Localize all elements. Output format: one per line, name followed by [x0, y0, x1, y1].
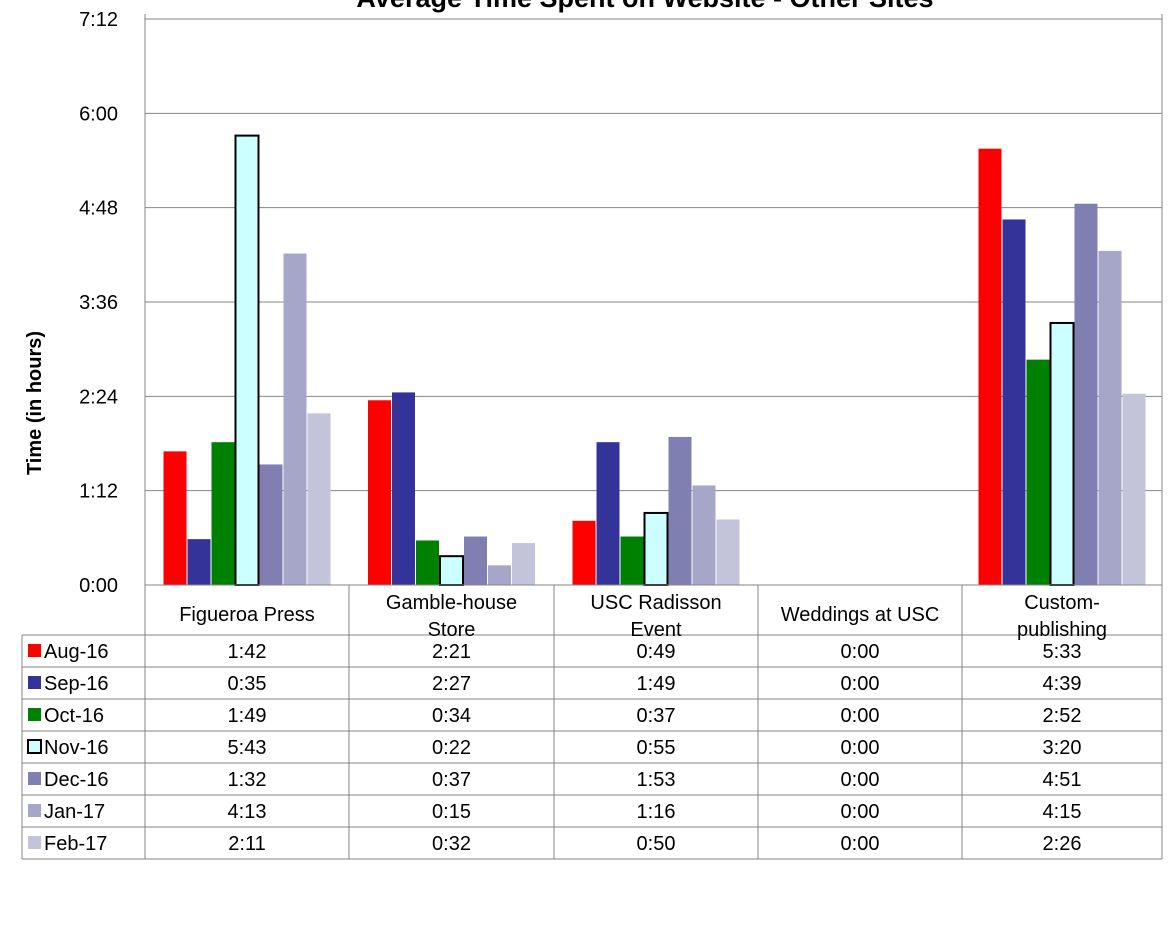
table-cell: 1:49: [637, 673, 676, 695]
bar: [620, 536, 644, 585]
table-cell: 0:00: [841, 833, 880, 855]
legend-key: [28, 644, 41, 657]
category-label: Event: [630, 619, 682, 641]
table-cell: 1:53: [637, 769, 676, 791]
legend-label: Aug-16: [44, 641, 109, 663]
table-cell: 4:51: [1043, 769, 1082, 791]
table-cell: 0:55: [637, 737, 676, 759]
table-cell: 0:49: [637, 641, 676, 663]
table-cell: 0:34: [432, 705, 471, 727]
category-label: Gamble-house: [386, 592, 517, 614]
y-tick-label: 6:00: [79, 103, 118, 125]
table-cell: 1:32: [228, 769, 267, 791]
legend-key: [27, 739, 42, 754]
table-cell: 3:20: [1043, 737, 1082, 759]
bar: [1098, 250, 1122, 585]
table-cell: 4:13: [228, 801, 267, 823]
y-tick-label: 7:12: [79, 9, 118, 31]
y-tick-label: 3:36: [79, 292, 118, 314]
legend-label: Nov-16: [44, 737, 108, 759]
table-cell: 4:39: [1043, 673, 1082, 695]
bar: [392, 392, 415, 585]
category-label: USC Radisson: [590, 592, 721, 614]
category-label: Custom-: [1024, 592, 1100, 614]
bar: [512, 543, 535, 585]
legend-key: [28, 772, 41, 785]
table-cell: 0:15: [432, 801, 471, 823]
table-cell: 0:00: [841, 769, 880, 791]
bar: [368, 400, 391, 585]
bar: [439, 555, 464, 586]
legend-label: Oct-16: [44, 705, 104, 727]
y-axis-ticks: 0:00 1:12 2:24 3:36 4:48 6:00 7:12: [79, 9, 118, 597]
legend-label: Sep-16: [44, 673, 109, 695]
table-cell: 2:11: [228, 833, 265, 855]
bar: [1122, 393, 1146, 585]
table-cell: 2:26: [1043, 833, 1082, 855]
table-cell: 1:49: [228, 705, 267, 727]
table-cell: 1:42: [228, 641, 267, 663]
bars: [163, 134, 1146, 587]
chart-title: Average Time Spent on Website - Other Si…: [356, 0, 933, 13]
y-tick-label: 1:12: [79, 481, 118, 503]
bar: [572, 520, 596, 585]
legend-key: [28, 708, 41, 721]
y-tick-label: 4:48: [79, 198, 118, 220]
table-cell: 0:37: [637, 705, 676, 727]
category-label: Store: [428, 619, 476, 641]
bar: [259, 464, 283, 585]
y-axis-label: Time (in hours): [24, 331, 46, 475]
table-cell: 0:37: [432, 769, 471, 791]
table-cell: 1:16: [637, 801, 676, 823]
legend-key: [28, 676, 41, 689]
legend-key: [28, 804, 41, 817]
y-tick-label: 0:00: [79, 575, 118, 597]
table-cell: 0:35: [228, 673, 267, 695]
table-cell: 2:21: [432, 641, 471, 663]
category-label: Figueroa Press: [179, 604, 315, 626]
bar: [1002, 219, 1026, 586]
category-label: Weddings at USC: [781, 604, 940, 626]
table-cell: 0:00: [841, 801, 880, 823]
table-cell: 0:00: [841, 673, 880, 695]
table-cell: 0:50: [637, 833, 676, 855]
legend-key: [28, 836, 41, 849]
bar: [1074, 203, 1098, 585]
bar: [211, 442, 235, 585]
bar: [464, 536, 487, 585]
bar: [283, 253, 307, 586]
category-label: publishing: [1017, 619, 1107, 641]
bar: [692, 485, 716, 585]
legend-label: Dec-16: [44, 769, 108, 791]
bar: [416, 540, 439, 585]
table-cell: 2:27: [432, 673, 471, 695]
bar: [307, 413, 331, 585]
table-cell: 0:00: [841, 737, 880, 759]
bar: [668, 436, 692, 585]
table-cell: 0:22: [432, 737, 471, 759]
bar: [187, 539, 211, 585]
table-cell: 5:43: [228, 737, 267, 759]
chart-frame: [144, 14, 1163, 585]
bar: [978, 148, 1002, 586]
bar: [596, 442, 620, 585]
bar: [716, 519, 740, 585]
bar: [1049, 321, 1075, 586]
table-cell: 0:00: [841, 705, 880, 727]
table-cell: 5:33: [1043, 641, 1082, 663]
table-cell: 2:52: [1043, 705, 1082, 727]
bar: [163, 451, 187, 585]
bar: [643, 511, 669, 587]
table-cell: 4:15: [1043, 801, 1082, 823]
bar: [1026, 359, 1050, 585]
y-tick-label: 2:24: [79, 386, 118, 408]
bar: [488, 565, 511, 585]
legend-label: Feb-17: [44, 833, 107, 855]
legend-label: Jan-17: [44, 801, 105, 823]
data-table: Figueroa Press Gamble-house Store USC Radis…: [21, 584, 1163, 860]
bar: [234, 134, 260, 586]
table-cell: 0:32: [432, 833, 471, 855]
table-cell: 0:00: [841, 641, 880, 663]
